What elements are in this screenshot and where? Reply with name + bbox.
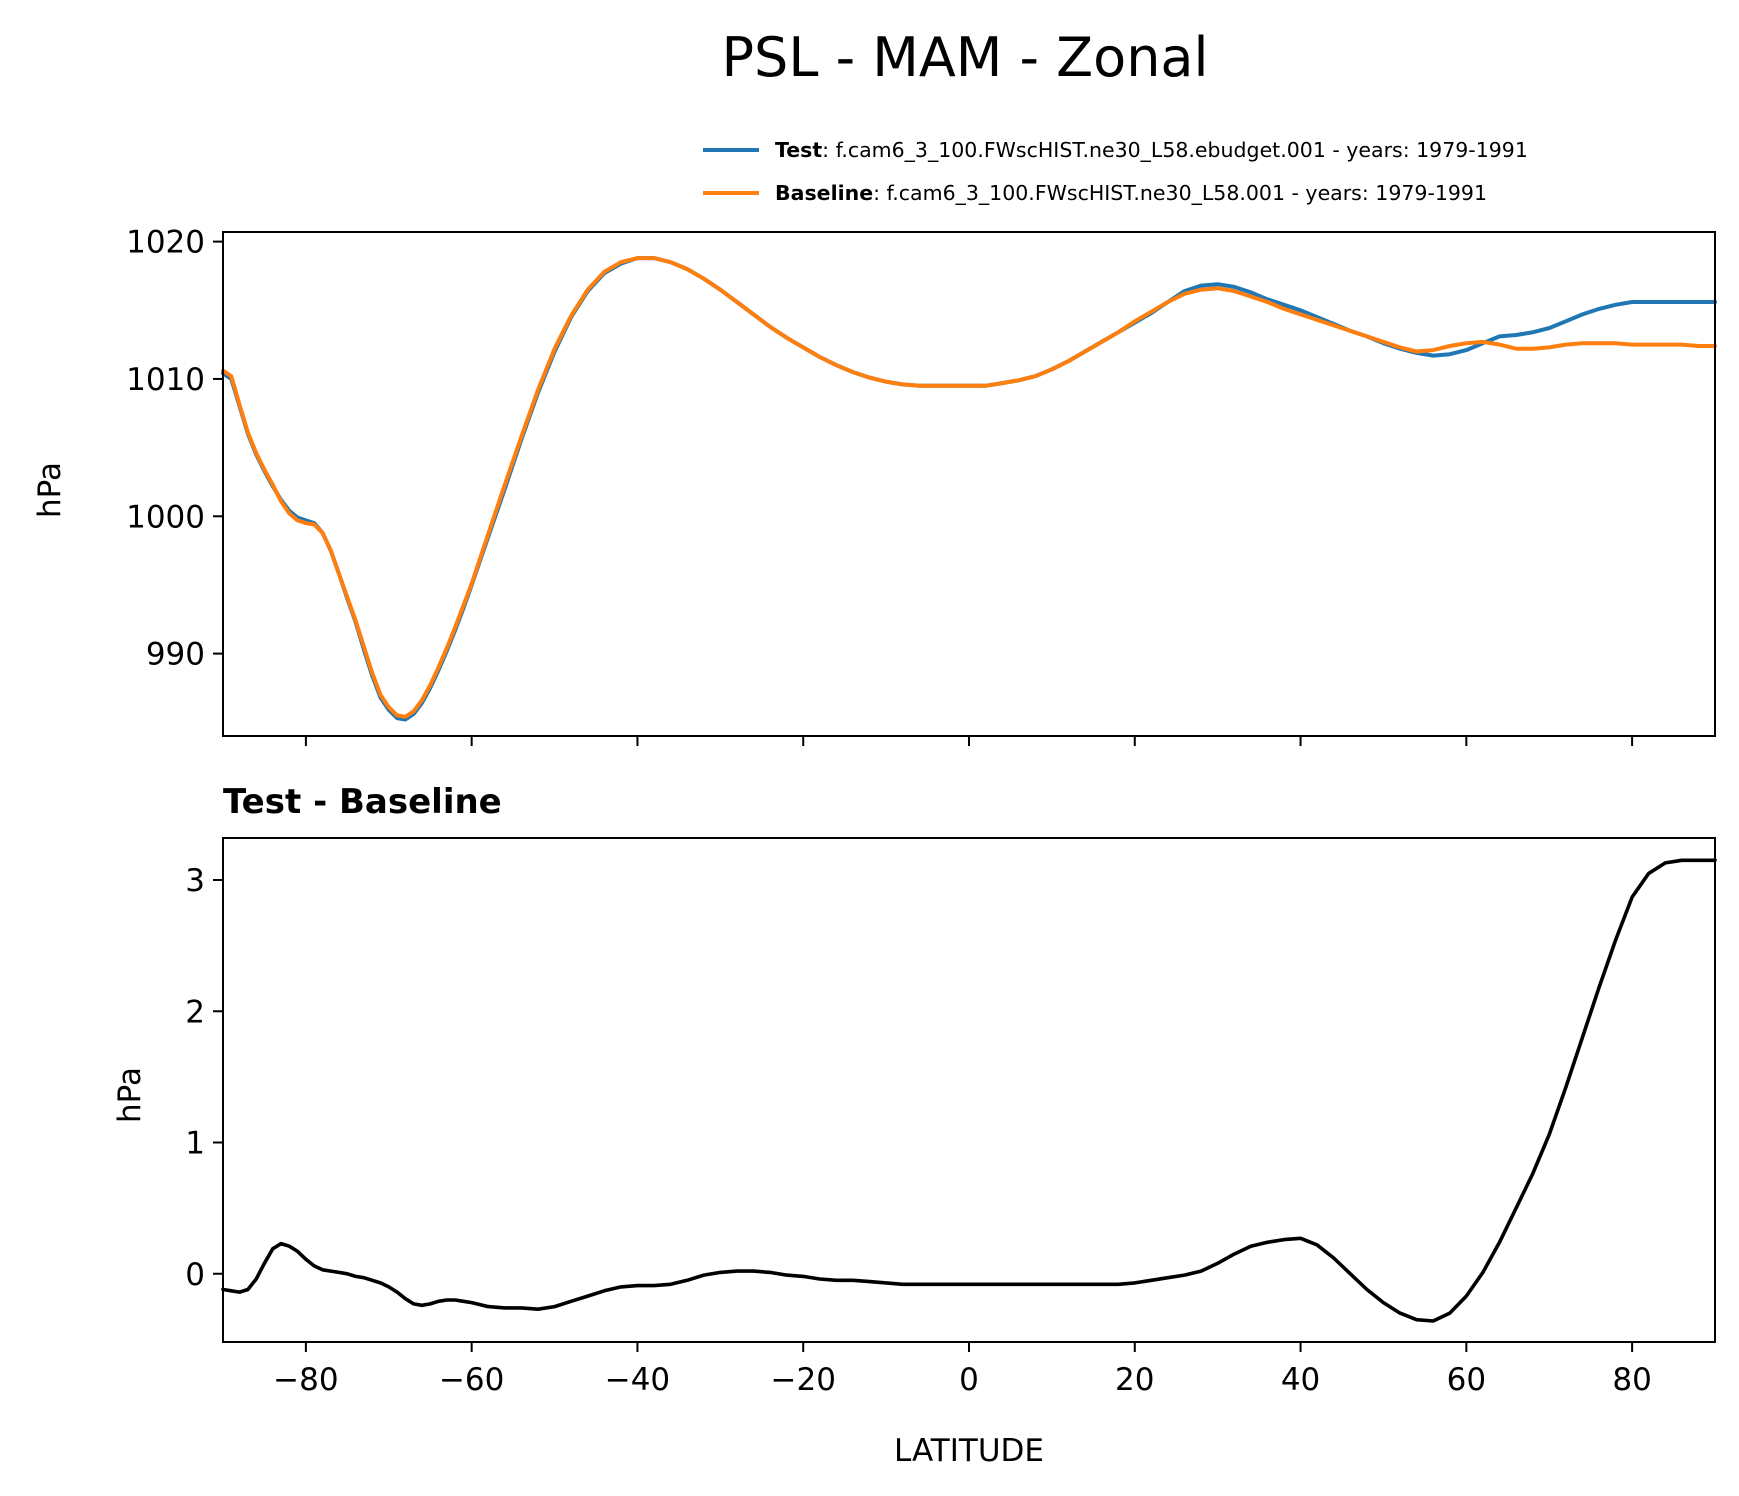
legend-entry-baseline: Baseline: f.cam6_3_100.FWscHIST.ne30_L58… [775,181,1487,206]
x-tick-label: 60 [1447,1362,1486,1398]
y-tick-label: 2 [185,994,205,1030]
x-tick-label: 0 [959,1362,979,1398]
series-line-difference [221,858,1717,1323]
bottom-panel-title: Test - Baseline [223,782,502,822]
legend-entry-baseline-name: Baseline [775,181,873,205]
top-panel-frame [222,231,1716,737]
legend: Test: f.cam6_3_100.FWscHIST.ne30_L58.ebu… [703,138,1528,206]
x-tick-label: 20 [1115,1362,1154,1398]
x-tick-label: 80 [1612,1362,1651,1398]
x-axis-label: LATITUDE [894,1433,1044,1469]
y-tick-label: 0 [185,1257,205,1293]
y-tick-label: 1000 [126,499,205,535]
y-tick-label: 1 [185,1126,205,1162]
y-tick-label: 1010 [126,362,205,398]
bottom-panel-y-axis-label: hPa [112,1067,148,1123]
x-tick-label: −20 [771,1362,836,1398]
y-tick-label: 3 [185,863,205,899]
legend-entry-test-name: Test [775,138,822,162]
legend-entry-test-description: : f.cam6_3_100.FWscHIST.ne30_L58.ebudget… [822,138,1528,163]
y-tick-label: 990 [146,637,205,673]
figure-title: PSL - MAM - Zonal [721,26,1208,89]
y-tick-label: 1020 [126,225,205,261]
bottom-panel: Test - Baseline 0 1 2 3 −80 −60 −40 −20 0 20 40 60… [112,782,1717,1469]
series-line-baseline [221,256,1717,719]
legend-entry-baseline-description: : f.cam6_3_100.FWscHIST.ne30_L58.001 - y… [873,181,1487,206]
top-panel: 990 1000 1010 1020 hPa [32,225,1717,746]
top-panel-y-axis-label: hPa [32,462,68,518]
legend-entry-test: Test: f.cam6_3_100.FWscHIST.ne30_L58.ebu… [775,138,1528,163]
x-tick-label: −60 [439,1362,504,1398]
x-tick-label: −80 [273,1362,338,1398]
x-tick-label: −40 [605,1362,670,1398]
x-tick-label: 40 [1281,1362,1320,1398]
bottom-panel-frame [222,837,1716,1343]
